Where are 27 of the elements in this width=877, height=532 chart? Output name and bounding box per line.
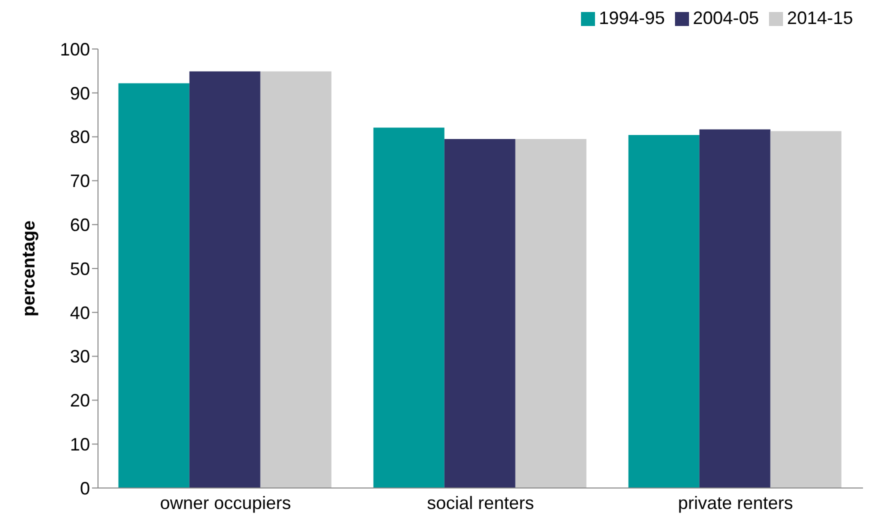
legend-label: 1994-95 [598, 8, 665, 28]
x-tick-label: owner occupiers [160, 492, 292, 513]
y-tick-label: 40 [70, 302, 90, 323]
bar [444, 138, 516, 488]
y-tick-label: 70 [70, 171, 90, 192]
y-tick-label: 10 [70, 434, 90, 454]
y-tick-label: 90 [70, 83, 90, 104]
legend-label: 2014-15 [786, 8, 853, 28]
bar [515, 138, 586, 488]
y-tick-label: 0 [80, 478, 90, 498]
y-axis-title: percentage [18, 220, 38, 317]
bar [699, 129, 770, 488]
bar [628, 135, 700, 488]
x-tick-label: private renters [678, 492, 794, 513]
legend-label: 2004-05 [692, 8, 759, 28]
y-tick-label: 30 [70, 346, 90, 367]
y-tick-label: 20 [70, 390, 90, 411]
y-tick-label: 100 [60, 39, 90, 60]
bar [770, 131, 842, 488]
y-tick-label: 60 [70, 214, 90, 235]
x-tick-label: social renters [426, 492, 534, 513]
bar [118, 83, 190, 488]
bar [189, 71, 260, 488]
bar [373, 128, 444, 488]
y-tick-label: 50 [70, 258, 90, 279]
bar [260, 71, 332, 488]
y-tick-label: 80 [70, 127, 90, 148]
